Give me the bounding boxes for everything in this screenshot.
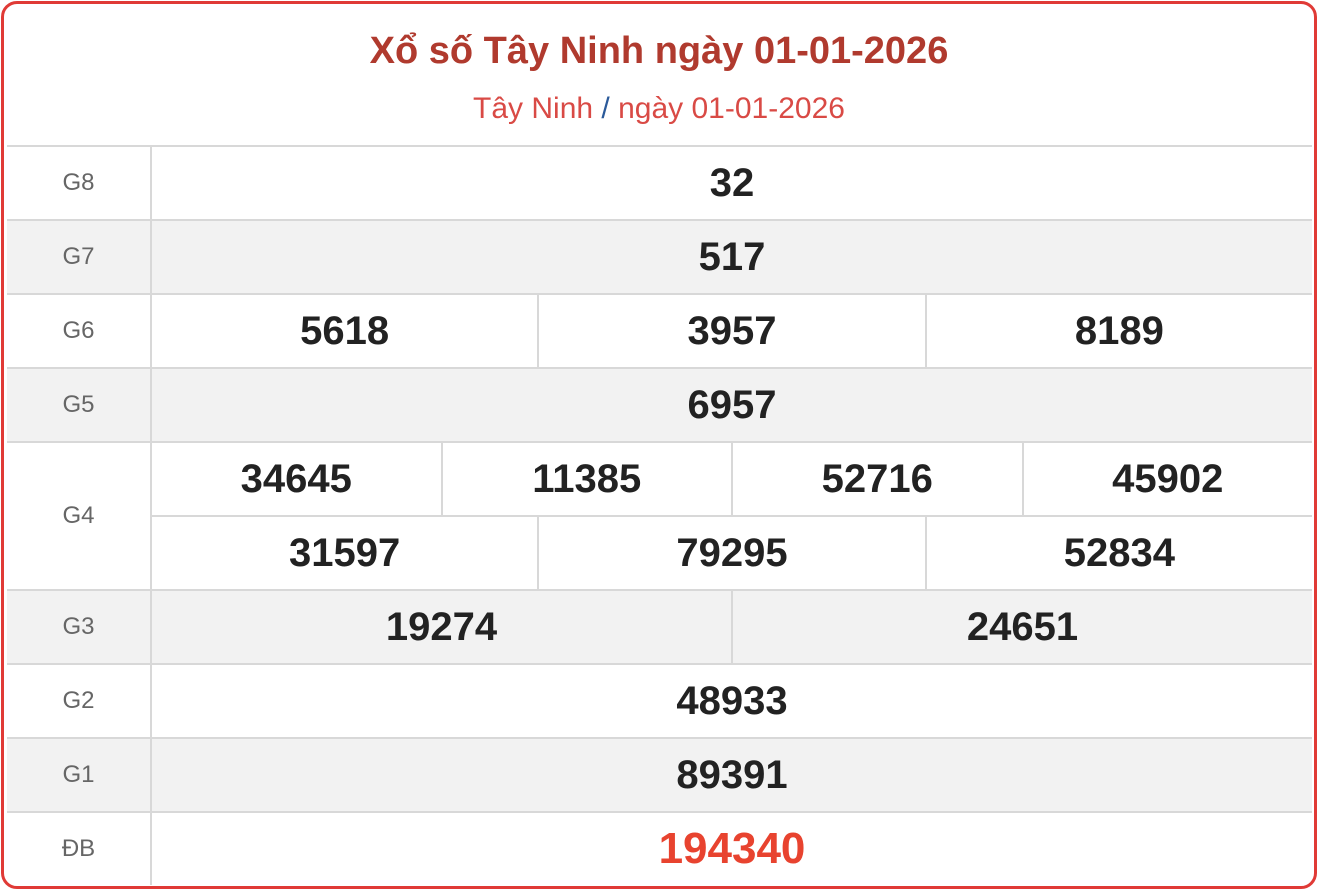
prize-row-g8: G8 32 — [7, 145, 1312, 219]
prize-row-g2: G2 48933 — [7, 663, 1312, 737]
prize-subrow: 517 — [152, 221, 1312, 293]
prize-number: 517 — [698, 234, 766, 279]
prize-label: G8 — [7, 147, 152, 219]
prize-number: 32 — [709, 160, 755, 205]
prize-subrow: 48933 — [152, 665, 1312, 737]
prize-row-g4: G4 34645 11385 52716 45902 31597 79295 52834 — [7, 441, 1312, 589]
prize-number: 24651 — [731, 591, 1312, 663]
prize-row-g1: G1 89391 — [7, 737, 1312, 811]
page-title: Xổ số Tây Ninh ngày 01-01-2026 — [369, 30, 949, 72]
prize-row-g5: G5 6957 — [7, 367, 1312, 441]
prize-values: 48933 — [152, 665, 1312, 737]
prize-subrow: 32 — [152, 147, 1312, 219]
prize-values: 89391 — [152, 739, 1312, 811]
prize-values: 194340 — [152, 813, 1312, 885]
prize-label: G2 — [7, 665, 152, 737]
prize-label: G1 — [7, 739, 152, 811]
breadcrumb: Tây Ninh / ngày 01-01-2026 — [4, 92, 1314, 126]
prize-number: 48933 — [676, 678, 788, 723]
prize-number: 5618 — [300, 308, 390, 353]
prize-values: 6957 — [152, 369, 1312, 441]
results-table: G8 32 G7 517 G6 5618 3957 8189 G5 6957 G4 34645 1138… — [7, 145, 1312, 885]
prize-number: 31597 — [289, 530, 401, 575]
special-prize-number: 194340 — [658, 824, 806, 873]
prize-row-g7: G7 517 — [7, 219, 1312, 293]
prize-number: 45902 — [1021, 443, 1313, 515]
breadcrumb-separator: / — [601, 92, 610, 125]
prize-subrow: 34645 11385 52716 45902 — [152, 443, 1312, 515]
prize-subrow: 19274 24651 — [152, 591, 1312, 663]
prize-number: 8189 — [924, 295, 1312, 367]
prize-values: 5618 3957 8189 — [152, 295, 1312, 367]
prize-label: G6 — [7, 295, 152, 367]
prize-row-g3: G3 19274 24651 — [7, 589, 1312, 663]
prize-label: G7 — [7, 221, 152, 293]
prize-subrow: 6957 — [152, 369, 1312, 441]
prize-number: 79295 — [537, 517, 924, 589]
prize-values: 34645 11385 52716 45902 31597 79295 52834 — [152, 443, 1312, 589]
prize-number: 11385 — [440, 443, 732, 515]
prize-subrow: 194340 — [152, 813, 1312, 885]
prize-label: G3 — [7, 591, 152, 663]
prize-number: 3957 — [537, 295, 924, 367]
breadcrumb-province-link[interactable]: Tây Ninh — [473, 92, 594, 125]
prize-number: 52716 — [731, 443, 1022, 515]
prize-number: 34645 — [240, 456, 352, 501]
prize-row-special: ĐB 194340 — [7, 811, 1312, 885]
prize-subrow: 31597 79295 52834 — [152, 515, 1312, 589]
prize-label: G5 — [7, 369, 152, 441]
prize-values: 517 — [152, 221, 1312, 293]
prize-values: 19274 24651 — [152, 591, 1312, 663]
prize-label: G4 — [7, 443, 152, 589]
prize-number: 6957 — [687, 382, 777, 427]
prize-number: 52834 — [924, 517, 1312, 589]
prize-values: 32 — [152, 147, 1312, 219]
prize-row-g6: G6 5618 3957 8189 — [7, 293, 1312, 367]
prize-label: ĐB — [7, 813, 152, 885]
prize-number: 89391 — [676, 752, 788, 797]
prize-subrow: 89391 — [152, 739, 1312, 811]
breadcrumb-date-link[interactable]: ngày 01-01-2026 — [618, 92, 845, 125]
prize-number: 19274 — [385, 604, 498, 649]
prize-subrow: 5618 3957 8189 — [152, 295, 1312, 367]
